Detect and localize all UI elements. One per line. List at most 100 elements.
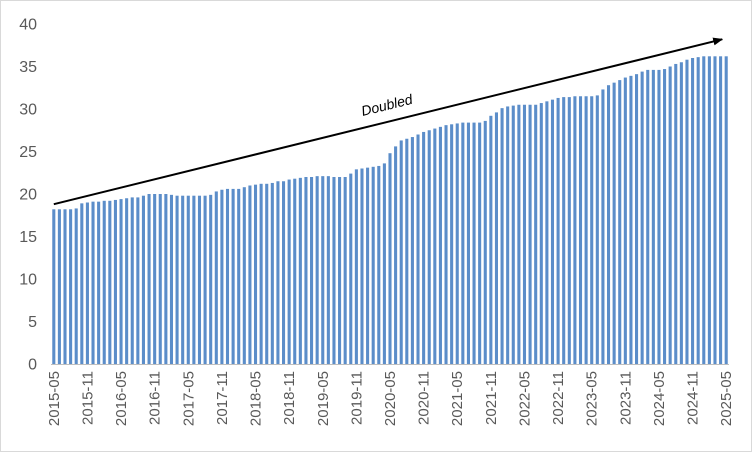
bar xyxy=(556,97,560,364)
bar xyxy=(74,208,78,364)
bar xyxy=(612,82,616,365)
bar xyxy=(377,165,381,364)
bar xyxy=(550,99,555,365)
x-tick-label: 2018-05 xyxy=(248,371,265,426)
bar xyxy=(719,56,723,365)
bar xyxy=(399,140,403,364)
x-tick-label: 2021-11 xyxy=(483,371,500,425)
bar xyxy=(276,181,280,364)
bar xyxy=(696,57,700,365)
x-tick-label: 2023-11 xyxy=(617,371,634,425)
y-tick-label: 0 xyxy=(28,357,37,374)
bar xyxy=(545,101,549,364)
bar xyxy=(175,195,179,364)
bar xyxy=(466,122,470,364)
bar xyxy=(242,187,246,364)
x-tick-label: 2016-11 xyxy=(147,371,164,425)
bar xyxy=(489,115,493,364)
bar xyxy=(646,69,650,365)
y-tick-label: 40 xyxy=(19,17,37,34)
x-tick-label: 2019-11 xyxy=(348,371,365,425)
bar xyxy=(209,194,213,364)
bar xyxy=(517,104,521,364)
x-tick-label: 2024-05 xyxy=(651,371,668,426)
x-tick-label: 2022-05 xyxy=(516,371,533,426)
bar xyxy=(69,209,73,364)
bar xyxy=(623,77,627,365)
bar xyxy=(259,183,263,364)
bar xyxy=(136,197,140,364)
bar xyxy=(85,202,89,364)
bar xyxy=(478,122,482,364)
x-tick-label: 2015-11 xyxy=(79,371,96,425)
bar xyxy=(679,62,683,364)
bar xyxy=(315,176,319,364)
bar xyxy=(483,120,487,365)
bar xyxy=(186,195,190,364)
bar xyxy=(181,195,185,364)
bar xyxy=(635,74,639,365)
bar xyxy=(618,80,622,364)
bar xyxy=(80,203,84,364)
bar xyxy=(214,191,218,364)
bar xyxy=(494,112,498,365)
annotation-label: Doubled xyxy=(360,91,416,119)
bar xyxy=(125,198,129,364)
bar xyxy=(422,131,426,364)
bar xyxy=(57,209,61,364)
bar xyxy=(433,128,437,364)
bar xyxy=(427,130,431,364)
bar xyxy=(113,199,117,364)
bar xyxy=(522,104,527,364)
bar xyxy=(707,56,711,365)
bar xyxy=(192,195,196,364)
bar xyxy=(197,195,202,364)
bar xyxy=(220,189,224,364)
bar xyxy=(360,168,364,364)
bar xyxy=(450,124,454,364)
y-tick-label: 30 xyxy=(19,102,37,119)
bar xyxy=(326,176,330,364)
bar xyxy=(573,96,577,364)
bar xyxy=(203,195,207,364)
bar xyxy=(293,178,297,364)
bar xyxy=(225,188,230,364)
bar xyxy=(500,108,504,365)
bar xyxy=(371,166,375,364)
bar xyxy=(382,163,386,364)
bar xyxy=(332,177,336,364)
bar xyxy=(282,181,286,364)
bar xyxy=(668,66,672,364)
bar xyxy=(141,195,145,364)
bar xyxy=(601,89,605,364)
bar xyxy=(584,96,588,364)
x-tick-label: 2024-11 xyxy=(685,371,702,425)
bar xyxy=(91,201,95,364)
trend-arrow xyxy=(53,37,724,206)
bar xyxy=(595,95,599,365)
bar xyxy=(343,177,347,364)
bar xyxy=(578,96,583,364)
bar xyxy=(287,179,291,364)
bar xyxy=(388,153,392,364)
bar xyxy=(164,194,168,364)
bar xyxy=(472,122,476,364)
x-tick-label: 2025-05 xyxy=(718,371,735,426)
bar xyxy=(629,75,633,364)
bar xyxy=(506,106,510,364)
y-tick-label: 10 xyxy=(19,272,37,289)
x-tick-label: 2023-05 xyxy=(584,371,601,426)
bar xyxy=(169,194,174,364)
bar xyxy=(461,122,465,364)
bar xyxy=(539,103,543,365)
bar xyxy=(270,182,274,364)
bar xyxy=(685,59,689,364)
x-tick-label: 2021-05 xyxy=(449,371,466,426)
bar xyxy=(663,69,667,365)
bar xyxy=(651,69,655,365)
bar xyxy=(511,105,515,364)
y-tick-label: 20 xyxy=(19,187,37,204)
bar xyxy=(119,199,123,364)
bar xyxy=(338,177,342,364)
